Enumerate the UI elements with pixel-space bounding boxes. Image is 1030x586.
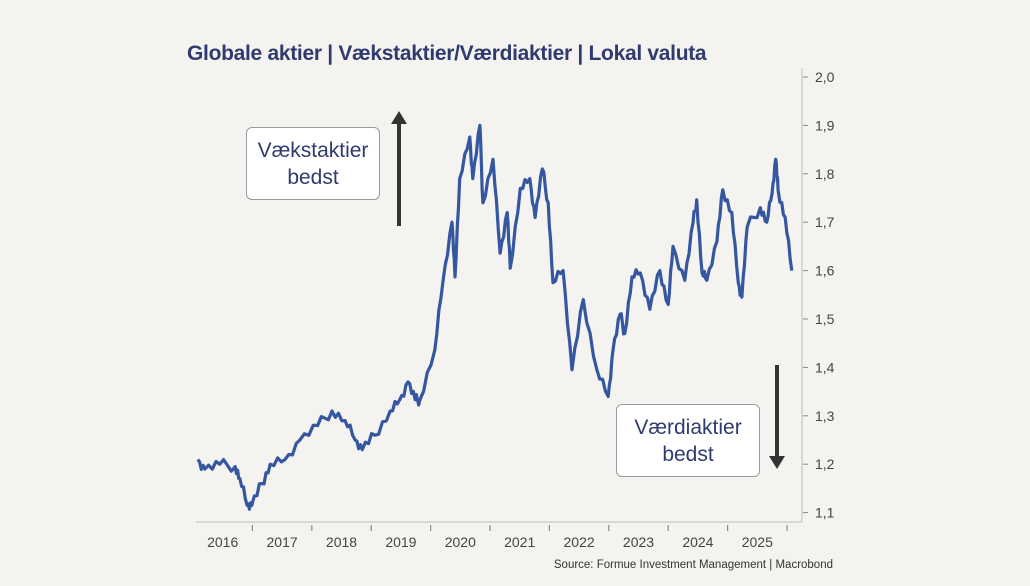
annotation-text: bedst <box>662 442 714 466</box>
annotation-text: Vækstaktier <box>257 138 369 162</box>
y-tick-label: 1,9 <box>815 117 835 133</box>
annotation-arrows <box>391 111 785 469</box>
annotation-growth-best: Vækstaktier bedst <box>246 127 380 200</box>
x-tick-label: 2018 <box>326 534 357 550</box>
series-line <box>196 123 794 511</box>
annotation-text: bedst <box>287 165 339 189</box>
y-tick-label: 1,7 <box>815 214 835 230</box>
x-tick-label: 2020 <box>445 534 476 550</box>
y-tick-label: 1,4 <box>815 359 835 375</box>
y-tick-label: 1,2 <box>815 456 835 472</box>
x-tick-label: 2024 <box>682 534 713 550</box>
x-tick-label: 2021 <box>504 534 535 550</box>
x-tick-label: 2017 <box>267 534 298 550</box>
y-tick-label: 1,5 <box>815 311 835 327</box>
chart-title: Globale aktier | Vækstaktier/Værdiaktier… <box>187 42 707 65</box>
y-tick-label: 1,8 <box>815 166 835 182</box>
arrow-up-head-icon <box>391 111 407 124</box>
y-tick-label: 1,3 <box>815 408 835 424</box>
annotation-text: Værdiaktier <box>634 415 742 439</box>
x-tick-label: 2016 <box>207 534 238 550</box>
y-tick-label: 1,1 <box>815 505 835 521</box>
arrow-down-head-icon <box>769 456 785 469</box>
y-tick-label: 1,6 <box>815 263 835 279</box>
annotation-value-best: Værdiaktier bedst <box>616 404 760 477</box>
x-tick-label: 2025 <box>742 534 773 550</box>
source-note: Source: Formue Investment Management | M… <box>553 559 833 571</box>
x-tick-label: 2019 <box>385 534 416 550</box>
y-tick-label: 2,0 <box>815 69 835 85</box>
x-tick-label: 2022 <box>564 534 595 550</box>
x-tick-label: 2023 <box>623 534 654 550</box>
axes: 1,1 1,2 1,3 1,4 1,5 1,6 1,7 1,8 1,9 2,0 2016 2017 20… <box>196 68 835 550</box>
